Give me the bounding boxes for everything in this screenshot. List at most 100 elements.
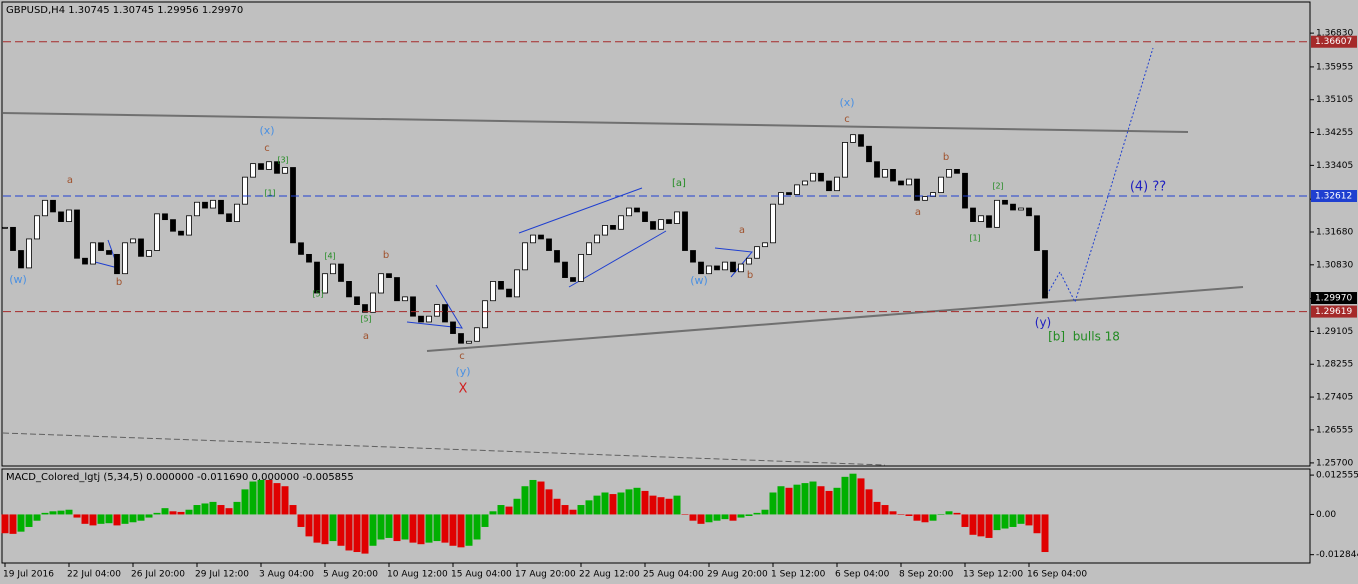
- x-tick-label: 25 Aug 04:00: [643, 570, 704, 580]
- candle: [410, 296, 416, 317]
- candle: [194, 201, 200, 217]
- candle: [778, 192, 784, 205]
- histogram-bar: [657, 497, 665, 515]
- histogram-bar: [865, 489, 873, 515]
- y-tick-label: -0.012844: [1316, 550, 1358, 560]
- candle: [210, 199, 216, 209]
- histogram-bar: [537, 481, 545, 515]
- histogram-bar: [809, 481, 817, 515]
- histogram-bar: [217, 505, 225, 515]
- candle: [714, 265, 720, 271]
- wave-label: [1]: [264, 189, 275, 198]
- histogram-bar: [857, 478, 865, 515]
- wave-label: X: [459, 382, 468, 397]
- x-tick-label: 22 Aug 12:00: [579, 570, 640, 580]
- candle: [434, 304, 440, 317]
- histogram-bar: [57, 510, 65, 515]
- histogram-bar: [153, 512, 161, 515]
- candle: [26, 238, 32, 269]
- candle: [562, 261, 568, 278]
- candle: [642, 211, 648, 222]
- candle: [546, 238, 552, 251]
- candle: [90, 242, 96, 265]
- candle: [466, 340, 472, 344]
- price-panel: [1, 1, 1311, 467]
- histogram-bar: [561, 505, 569, 515]
- y-tick-label: 1.27405: [1316, 393, 1353, 403]
- histogram-bar: [961, 514, 969, 527]
- candle: [18, 250, 24, 269]
- channel-line: [518, 187, 643, 234]
- candle: [10, 226, 16, 251]
- histogram-bar: [137, 514, 145, 521]
- wave-label: [a]: [672, 178, 686, 189]
- y-tick-label: 1.26555: [1316, 425, 1353, 435]
- wave-label: [3]: [277, 156, 288, 165]
- candle: [730, 261, 736, 273]
- candle: [114, 253, 120, 275]
- candle: [474, 327, 480, 342]
- wave-label: a: [67, 175, 73, 186]
- histogram-bar: [1041, 514, 1049, 553]
- histogram-bar: [745, 514, 753, 516]
- wave-label: a: [915, 207, 921, 218]
- histogram-bar: [801, 483, 809, 515]
- histogram-bar: [737, 514, 745, 518]
- candle: [146, 250, 152, 257]
- candle: [1026, 207, 1032, 217]
- histogram-bar: [1001, 514, 1009, 529]
- x-tick-label: 19 Jul 2016: [3, 570, 54, 580]
- histogram-bar: [881, 505, 889, 515]
- histogram-bar: [113, 514, 121, 526]
- histogram-bar: [473, 514, 481, 540]
- candle: [354, 296, 360, 305]
- candle: [802, 180, 808, 186]
- candle: [314, 261, 320, 294]
- histogram-bar: [577, 505, 585, 515]
- projection: [1044, 47, 1154, 304]
- price-box: [1311, 190, 1357, 203]
- candle: [1018, 207, 1024, 211]
- histogram-bar: [337, 514, 345, 546]
- candle: [498, 281, 504, 290]
- y-tick-label: 1.31680: [1316, 227, 1353, 237]
- trend-line: [426, 286, 1244, 352]
- candle: [810, 172, 816, 182]
- histogram-bar: [953, 512, 961, 515]
- histogram-bar: [489, 511, 497, 515]
- candle: [770, 203, 776, 244]
- candle: [690, 250, 696, 263]
- histogram-bar: [873, 501, 881, 515]
- candle: [258, 163, 264, 170]
- candle: [58, 211, 64, 222]
- candle: [274, 161, 280, 174]
- candle: [122, 242, 128, 275]
- histogram-bar: [889, 511, 897, 515]
- candle: [178, 230, 184, 236]
- histogram-bar: [585, 500, 593, 515]
- y-tick-label: 1.29105: [1316, 327, 1353, 337]
- candle: [538, 234, 544, 240]
- histogram-bar: [385, 514, 393, 538]
- macd-panel: [1, 468, 1311, 564]
- candle: [338, 263, 344, 282]
- wave-label: c: [844, 114, 850, 125]
- wave-label: b: [943, 152, 949, 163]
- histogram-bar: [49, 511, 57, 515]
- candle: [322, 273, 328, 294]
- y-tick-label: 1.34255: [1316, 128, 1353, 138]
- candle: [514, 269, 520, 298]
- x-tick-label: 3 Aug 04:00: [259, 570, 314, 580]
- histogram-bar: [649, 495, 657, 515]
- wave-label: [1]: [969, 234, 980, 243]
- candle: [42, 199, 48, 217]
- histogram-bar: [361, 514, 369, 554]
- candle: [50, 199, 56, 213]
- price-box-label: 1.29970: [1315, 294, 1352, 304]
- histogram-bar: [41, 512, 49, 515]
- wave-label: b: [116, 277, 122, 288]
- histogram-bar: [817, 486, 825, 515]
- histogram-bar: [969, 514, 977, 535]
- candle: [242, 176, 248, 205]
- histogram-bar: [689, 514, 697, 521]
